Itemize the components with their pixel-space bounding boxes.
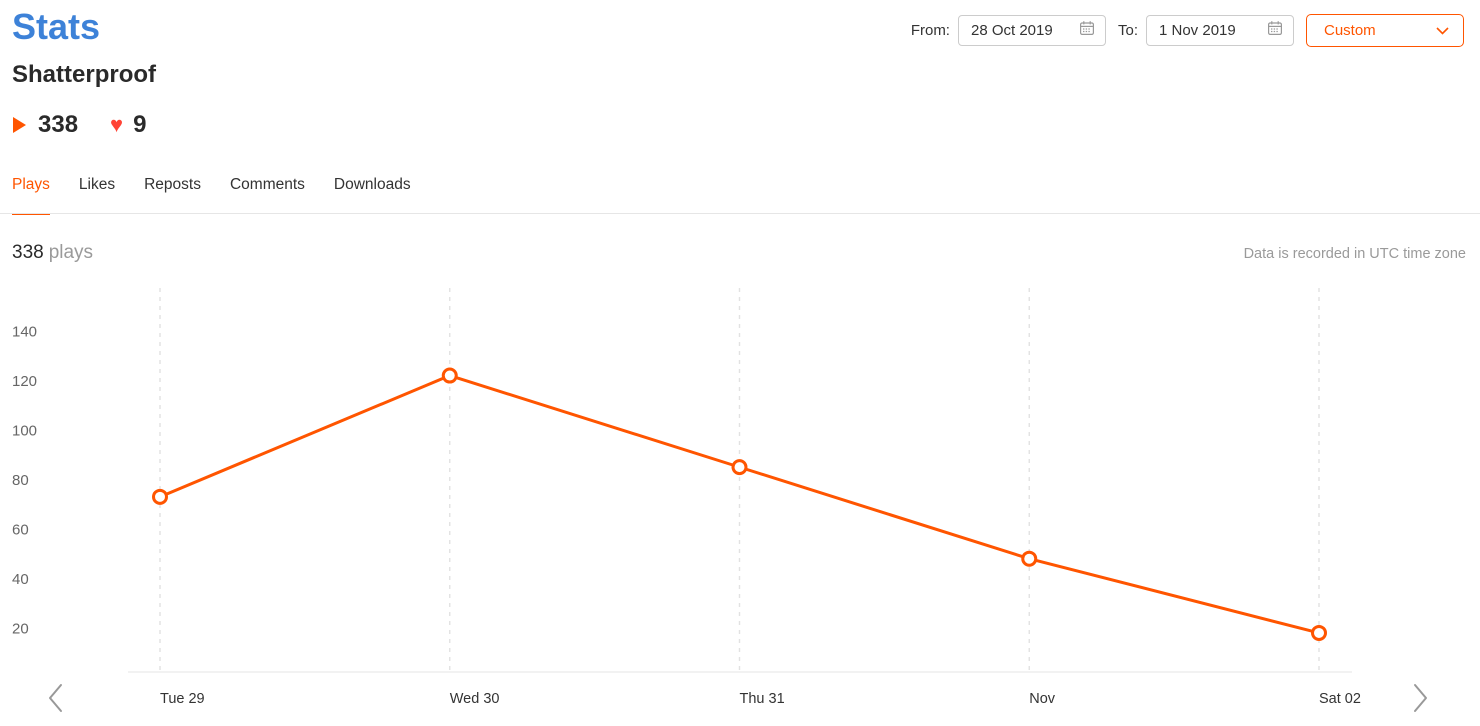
chart-prev-button[interactable]	[40, 680, 70, 716]
plays-chart: 20 40 60 80 100 120 140 Tue 29 Wed 30 Thu 31 Nov Sa…	[0, 280, 1480, 726]
tab-downloads[interactable]: Downloads	[333, 176, 411, 193]
data-point[interactable]	[441, 367, 458, 384]
y-axis-tick-label: 20	[12, 621, 29, 638]
data-point[interactable]	[1021, 550, 1038, 567]
timezone-note: Data is recorded in UTC time zone	[1243, 246, 1466, 262]
to-date-value: 1 Nov 2019	[1159, 22, 1236, 39]
plays-summary: 338 plays	[12, 242, 93, 264]
page-title: Stats	[12, 6, 101, 47]
plays-chart-svg: 20 40 60 80 100 120 140 Tue 29 Wed 30 Thu 31 Nov Sa…	[12, 288, 1361, 707]
calendar-icon	[1267, 20, 1283, 41]
data-point[interactable]	[152, 488, 168, 505]
stats-tabs: Plays Likes Reposts Comments Downloads	[12, 176, 411, 215]
y-axis-tick-label: 80	[12, 472, 29, 489]
tabs-divider	[0, 213, 1480, 214]
tab-likes[interactable]: Likes	[78, 176, 116, 193]
play-icon	[13, 117, 26, 133]
x-axis-label: Sat 02	[1319, 691, 1361, 707]
x-axis-label: Nov	[1029, 691, 1056, 707]
x-axis-label: Thu 31	[740, 691, 785, 707]
data-point[interactable]	[731, 459, 748, 476]
to-label: To:	[1117, 22, 1138, 39]
calendar-icon	[1079, 20, 1095, 41]
y-axis-tick-label: 60	[12, 522, 29, 539]
tab-comments[interactable]: Comments	[229, 176, 305, 193]
y-axis-tick-label: 120	[12, 373, 37, 390]
track-title: Shatterproof	[12, 61, 156, 88]
from-date-input[interactable]: 28 Oct 2019	[957, 15, 1106, 46]
data-point[interactable]	[1311, 624, 1327, 641]
chevron-down-icon	[1436, 22, 1449, 39]
from-label: From:	[910, 22, 950, 39]
tab-reposts[interactable]: Reposts	[144, 176, 201, 193]
chevron-left-icon	[49, 684, 62, 712]
x-axis-label: Tue 29	[160, 691, 205, 707]
to-date-input[interactable]: 1 Nov 2019	[1146, 15, 1294, 46]
y-axis-tick-label: 100	[12, 423, 37, 440]
chart-next-button[interactable]	[1406, 680, 1436, 716]
date-range-controls: From: 28 Oct 2019 To: 1 Nov 2019	[911, 14, 1464, 47]
summary-unit: plays	[48, 242, 94, 263]
heart-icon: ♥	[110, 112, 124, 137]
y-axis-tick-label: 40	[12, 571, 29, 588]
y-axis-tick-label: 140	[12, 324, 37, 341]
track-counts: 338 ♥ 9	[13, 110, 146, 140]
summary-count: 338	[12, 242, 44, 263]
tab-plays[interactable]: Plays	[12, 176, 50, 215]
range-preset-dropdown[interactable]: Custom	[1306, 14, 1464, 47]
x-axis-label: Wed 30	[450, 691, 500, 707]
like-count: 9	[133, 111, 147, 138]
chevron-right-icon	[1414, 684, 1427, 712]
play-count: 338	[38, 111, 79, 138]
from-date-value: 28 Oct 2019	[970, 22, 1053, 39]
range-preset-value: Custom	[1324, 22, 1376, 39]
